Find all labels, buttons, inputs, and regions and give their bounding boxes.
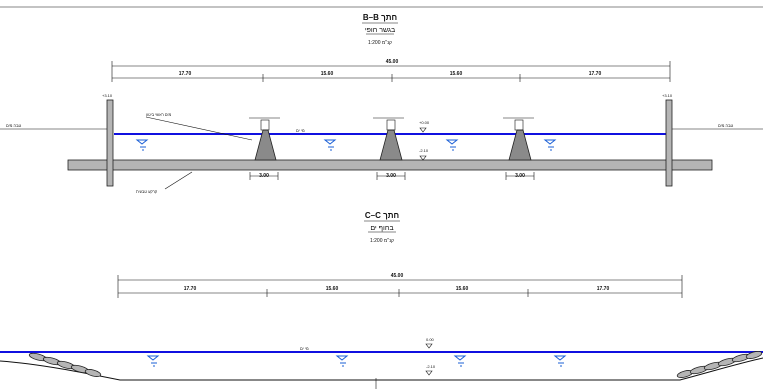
bb-level-top-marker (419, 127, 427, 133)
bb-span-dim-2: 15.60 (321, 71, 334, 77)
cc-riprap-right (676, 351, 763, 378)
bb-pier-1 (249, 117, 280, 161)
section-bb-scale: 1:200 קנ"מ (368, 40, 392, 46)
cc-level-top-marker (425, 343, 433, 349)
bb-bank-elev-right: +3.10 (662, 93, 673, 98)
riprap-stone (745, 351, 763, 359)
cc-water-mark-4 (553, 355, 567, 367)
bb-annotation-left: מים ראשי ביטון (146, 112, 172, 117)
section-cc: C–C חתך בחוף ים 1:200 קנ"מ 45.00 17.70 1… (0, 211, 763, 389)
bb-bottom-marker (419, 155, 427, 161)
bb-leader-annotation (145, 116, 253, 141)
cc-span-dim-4: 17.70 (597, 286, 610, 292)
bb-leader-bottom (164, 171, 193, 190)
cc-level-top: 0.00 (426, 337, 435, 342)
cc-riprap-left (28, 352, 102, 377)
bb-water-mark-3 (445, 139, 459, 151)
bb-bank-elev-left: +3.10 (102, 93, 113, 98)
bb-end-wall-left (106, 99, 114, 187)
bb-pier-width-1: 3.00 (259, 173, 269, 179)
cc-span-dim-3: 15.60 (456, 286, 469, 292)
bb-water-mark-2 (323, 139, 337, 151)
bb-water-mark-4 (543, 139, 557, 151)
section-cc-scale: 1:200 קנ"מ (370, 238, 394, 244)
bb-deck-slab (67, 159, 713, 171)
cc-overall-dim: 45.00 (391, 273, 404, 279)
bb-pier-cap (514, 119, 524, 131)
bb-pier-width-3: 3.00 (515, 173, 525, 179)
bb-water-marks (135, 139, 557, 151)
bb-pier-width-dims: 3.00 3.00 3.00 (249, 172, 535, 180)
section-bb: B–B חתך בגשר חופי 1:200 קנ"מ 45.00 17.70… (0, 13, 763, 194)
bb-level-top: +0.00 (419, 120, 430, 125)
bb-pier-cap (386, 119, 396, 131)
bb-span-dim-1: 17.70 (179, 71, 192, 77)
bb-water-label: מי ים (296, 128, 305, 133)
section-cc-subtitle: בחוף ים (370, 225, 393, 232)
bb-pier-2 (373, 117, 404, 161)
bb-pier-width-2: 3.00 (386, 173, 396, 179)
bb-bottom-elev: -2.10 (419, 148, 429, 153)
cc-water-marks (146, 355, 567, 367)
bb-span-dim-3: 15.60 (450, 71, 463, 77)
section-bb-subtitle: בגשר חופי (365, 27, 395, 34)
cc-water-mark-2 (335, 355, 349, 367)
bb-end-wall-right (665, 99, 673, 187)
bb-overall-dim: 45.00 (386, 59, 399, 65)
section-cc-title: C–C חתך (365, 211, 399, 220)
bb-span-dim-4: 17.70 (589, 71, 602, 77)
cc-ground-profile (0, 357, 763, 381)
cc-water-label: מי ים (300, 346, 309, 351)
cc-span-dim-1: 17.70 (184, 286, 197, 292)
cc-water-mark-3 (453, 355, 467, 367)
section-bb-title: B–B חתך (363, 13, 397, 22)
bb-water-mark-1 (135, 139, 149, 151)
cc-level-bottom: -2.10 (426, 364, 436, 369)
cc-level-bottom-marker (425, 370, 433, 376)
bb-annotation-bottom: קרקע טבעית (136, 189, 158, 194)
cc-water-mark-1 (146, 355, 160, 367)
bb-side-label-right: גובה מים (718, 123, 733, 128)
bb-pier-3 (503, 117, 534, 161)
riprap-stone (84, 369, 102, 377)
bb-side-label-left: גובה מים (6, 123, 21, 128)
cc-span-dim-2: 15.60 (326, 286, 339, 292)
bb-pier-cap (260, 119, 270, 131)
